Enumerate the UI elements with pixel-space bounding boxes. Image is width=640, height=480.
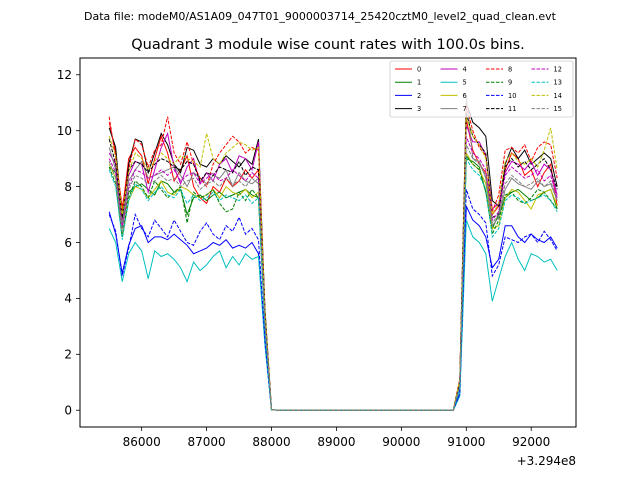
legend-label-9: 9 <box>508 79 512 87</box>
legend-label-8: 8 <box>508 65 512 73</box>
x-tick-label: 88000 <box>252 435 290 449</box>
series-line-5 <box>108 219 558 411</box>
legend-label-6: 6 <box>463 92 467 100</box>
y-tick-label: 2 <box>64 348 72 362</box>
series-line-2 <box>108 205 558 411</box>
chart-title: Quadrant 3 module wise count rates with … <box>131 37 525 53</box>
y-tick-label: 12 <box>57 68 72 82</box>
series-line-15 <box>108 144 558 411</box>
y-tick-label: 8 <box>64 180 72 194</box>
legend-label-13: 13 <box>554 79 562 87</box>
legend-label-10: 10 <box>508 92 516 100</box>
legend-label-5: 5 <box>463 79 467 87</box>
legend-frame <box>389 60 574 118</box>
series-line-7 <box>108 94 558 411</box>
x-tick-label: 86000 <box>123 435 161 449</box>
series-line-0 <box>108 119 558 411</box>
legend-label-15: 15 <box>554 105 562 113</box>
x-offset-label: +3.294e8 <box>517 454 576 468</box>
plot-area <box>108 94 558 411</box>
y-tick-label: 10 <box>57 124 72 138</box>
legend-label-4: 4 <box>463 65 467 73</box>
x-tick-label: 87000 <box>188 435 226 449</box>
y-tick-label: 0 <box>64 404 72 418</box>
legend-label-3: 3 <box>417 105 421 113</box>
legend-label-0: 0 <box>417 65 421 73</box>
y-tick-label: 4 <box>64 292 72 306</box>
legend-label-11: 11 <box>508 105 516 113</box>
series-line-14 <box>108 116 558 411</box>
legend-label-14: 14 <box>554 92 562 100</box>
series-line-8 <box>108 105 558 411</box>
x-axis: 86000 87000 88000 89000 90000 91000 92000 <box>123 427 550 449</box>
legend-label-12: 12 <box>554 65 562 73</box>
series-line-9 <box>108 154 558 411</box>
x-tick-label: 91000 <box>447 435 485 449</box>
x-tick-label: 90000 <box>382 435 420 449</box>
y-tick-label: 6 <box>64 236 72 250</box>
x-tick-label: 92000 <box>512 435 550 449</box>
series-line-11 <box>108 113 558 411</box>
x-tick-label: 89000 <box>317 435 355 449</box>
legend-label-1: 1 <box>417 79 421 87</box>
legend-label-7: 7 <box>463 105 467 113</box>
legend-label-2: 2 <box>417 92 421 100</box>
y-axis: 0 2 4 6 8 10 12 <box>57 68 80 418</box>
suptitle: Data file: modeM0/AS1A09_047T01_90000037… <box>84 10 557 23</box>
